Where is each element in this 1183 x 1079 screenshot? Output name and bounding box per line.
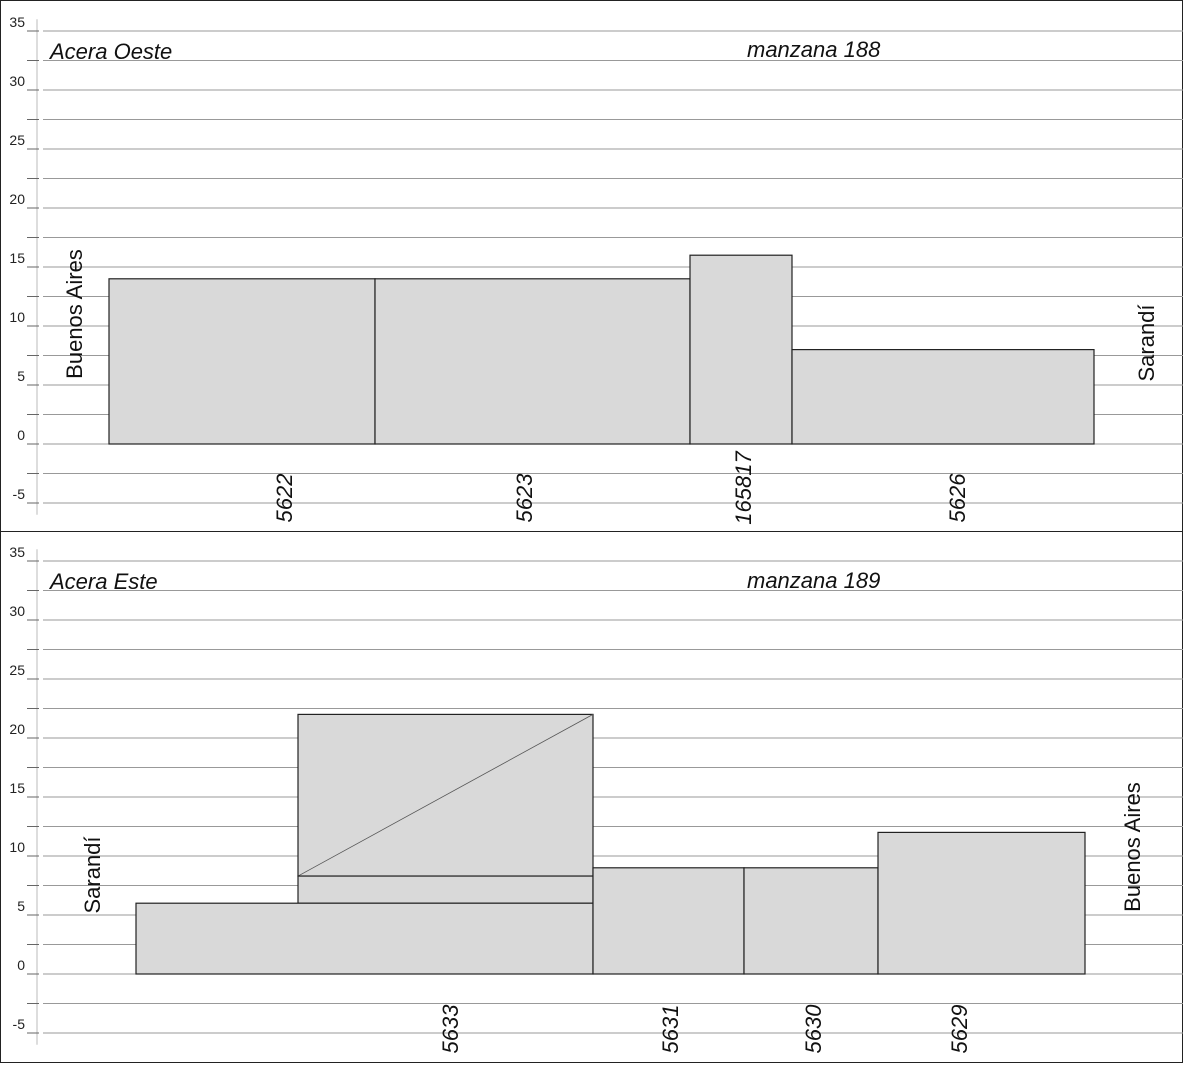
y-tick-label: 35 (9, 14, 25, 30)
panel-acera-oeste: Acera Oeste manzana 188 Buenos Aires Sar… (0, 0, 1183, 532)
block-label: manzana 188 (747, 37, 881, 62)
building-volume-middle (297, 875, 594, 904)
side-label: Acera Este (50, 569, 158, 594)
block-label: manzana 189 (747, 568, 881, 593)
y-tick-label: 0 (17, 957, 25, 973)
building-lot-165817 (689, 254, 793, 445)
y-tick-label: 15 (9, 250, 25, 266)
right-street-label: Buenos Aires (1120, 782, 1145, 912)
y-tick-label: 5 (17, 368, 25, 384)
building-lot-5623 (374, 278, 691, 445)
lot-label: 5633 (438, 1004, 463, 1054)
building-lot-5630 (743, 867, 879, 975)
y-tick-label: 25 (9, 662, 25, 678)
y-tick-label: 25 (9, 132, 25, 148)
y-tick-label: -5 (12, 1016, 25, 1032)
building-lot-5626 (791, 349, 1095, 445)
building-lot-5633 (135, 902, 594, 975)
y-tick-label: 15 (9, 780, 25, 796)
side-label: Acera Oeste (50, 39, 173, 64)
y-tick-label: -5 (12, 486, 25, 502)
diagonal-line (297, 714, 594, 877)
y-tick-label: 0 (17, 427, 25, 443)
y-tick-label: 20 (9, 191, 25, 207)
y-tick-label: 30 (9, 603, 25, 619)
left-street-label: Sarandí (80, 836, 105, 914)
panel-acera-este-plot (27, 549, 1183, 1045)
y-tick-label: 30 (9, 73, 25, 89)
building-lot-5631 (592, 867, 745, 975)
panel-acera-oeste-plot (27, 19, 1183, 515)
y-tick-label: 10 (9, 309, 25, 325)
y-tick-label: 5 (17, 898, 25, 914)
left-street-label: Buenos Aires (62, 249, 87, 379)
building-lot-5622 (108, 278, 376, 445)
y-tick-label: 35 (9, 544, 25, 560)
lot-label: 5631 (658, 1004, 683, 1054)
panel-acera-este: Acera Este manzana 189 Sarandí Buenos Ai… (0, 531, 1183, 1063)
lot-label: 5630 (801, 1004, 826, 1054)
building-lot-5629 (877, 831, 1086, 975)
right-street-label: Sarandí (1134, 304, 1159, 382)
lot-label: 5629 (947, 1004, 972, 1054)
lot-label: 165817 (731, 451, 756, 525)
y-tick-label: 10 (9, 839, 25, 855)
y-tick-label: 20 (9, 721, 25, 737)
